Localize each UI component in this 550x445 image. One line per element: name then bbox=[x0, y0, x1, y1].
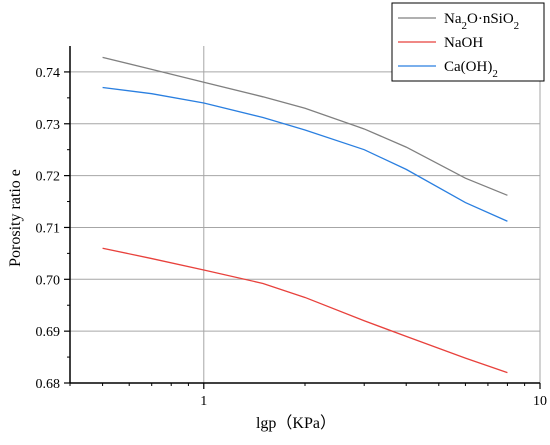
legend-box bbox=[391, 2, 545, 82]
tick-labels: 0.68 0.69 0.70 0.71 0.72 0.73 0.74 1 10 bbox=[36, 66, 548, 409]
y-tick-label: 0.71 bbox=[36, 221, 61, 236]
y-tick-label: 0.68 bbox=[36, 377, 61, 392]
grid bbox=[70, 46, 541, 384]
series-line bbox=[102, 86, 508, 222]
x-tick-label: 1 bbox=[200, 394, 207, 409]
y-tick-label: 0.72 bbox=[36, 170, 61, 185]
y-axis-title: Porosity ratio e bbox=[7, 169, 24, 267]
series-lines bbox=[102, 56, 508, 374]
x-axis-title: lgp（KPa） bbox=[256, 414, 336, 432]
legend-label: Na2O·nSiO2 bbox=[444, 11, 519, 32]
legend: Na2O·nSiO2 NaOH Ca(OH)2 bbox=[391, 2, 545, 82]
legend-label: NaOH bbox=[444, 35, 483, 51]
series-line bbox=[102, 56, 508, 196]
x-tick-label: 10 bbox=[533, 394, 547, 409]
series-line bbox=[102, 247, 508, 374]
ticks bbox=[64, 71, 541, 389]
legend-label: Ca(OH)2 bbox=[444, 59, 498, 80]
axes-frame bbox=[69, 46, 540, 384]
y-tick-label: 0.73 bbox=[36, 118, 61, 133]
y-tick-label: 0.70 bbox=[36, 273, 61, 288]
y-tick-label: 0.69 bbox=[36, 325, 61, 340]
y-tick-label: 0.74 bbox=[36, 66, 61, 81]
